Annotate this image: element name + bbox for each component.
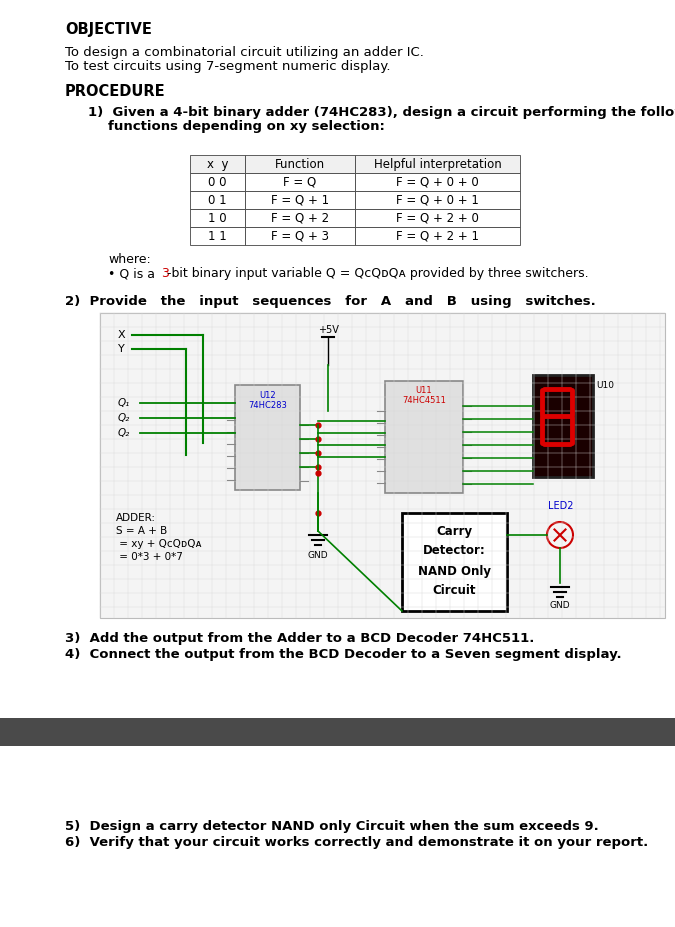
Text: 2)  Provide   the   input   sequences   for   A   and   B   using   switches.: 2) Provide the input sequences for A and… [65,295,596,308]
Text: x  y: x y [207,158,228,171]
Text: 1 1: 1 1 [208,230,227,243]
Bar [355,209,520,227]
Text: F = Q + 2: F = Q + 2 [271,211,329,224]
Text: 4)  Connect the output from the BCD Decoder to a Seven segment display.: 4) Connect the output from the BCD Decod… [65,648,622,661]
Text: NAND Only: NAND Only [418,565,491,578]
Text: F = Q + 0 + 0: F = Q + 0 + 0 [396,175,479,188]
Bar [355,227,520,245]
Bar [190,155,245,173]
Bar [355,173,520,191]
Text: 6)  Verify that your circuit works correctly and demonstrate it on your report.: 6) Verify that your circuit works correc… [65,836,648,849]
Text: Circuit: Circuit [433,585,477,598]
Text: PROCEDURE: PROCEDURE [65,84,165,99]
Text: 74HC4511: 74HC4511 [402,396,446,404]
Bar [245,191,355,209]
Text: F = Q + 1: F = Q + 1 [271,194,329,207]
Text: +5V: +5V [317,325,338,335]
Text: F = Q + 3: F = Q + 3 [271,230,329,243]
Text: LED2: LED2 [548,501,574,511]
Bar [355,191,520,209]
Bar [533,375,593,477]
Text: U10: U10 [596,380,614,389]
Text: -bit binary input variable Q = QᴄQᴅQᴀ provided by three switchers.: -bit binary input variable Q = QᴄQᴅQᴀ pr… [167,267,589,280]
Bar [100,313,665,618]
Text: GND: GND [549,601,570,610]
Bar [245,155,355,173]
Text: S = A + B: S = A + B [116,526,167,536]
Bar [235,385,300,490]
Text: 1 0: 1 0 [208,211,227,224]
Bar [190,173,245,191]
Text: To design a combinatorial circuit utilizing an adder IC.: To design a combinatorial circuit utiliz… [65,46,424,59]
Bar [402,513,507,611]
Text: • Q is a: • Q is a [108,267,159,280]
Bar [0,718,675,746]
Text: 1)  Given a 4-bit binary adder (74HC283), design a circuit performing the follow: 1) Given a 4-bit binary adder (74HC283),… [88,106,675,119]
Text: functions depending on xy selection:: functions depending on xy selection: [108,120,385,133]
Bar [190,209,245,227]
Text: 74HC283: 74HC283 [248,400,287,410]
Text: GND: GND [308,551,328,560]
Text: where:: where: [108,253,151,266]
Text: Y: Y [118,344,125,354]
Text: Detector:: Detector: [423,544,486,557]
Text: 3: 3 [161,267,169,280]
Text: Function: Function [275,158,325,171]
Text: Q₂: Q₂ [118,428,130,438]
Bar [245,209,355,227]
Text: = xy + QᴄQᴅQᴀ: = xy + QᴄQᴅQᴀ [116,539,202,549]
Text: F = Q + 2 + 1: F = Q + 2 + 1 [396,230,479,243]
Bar [385,381,463,493]
Text: 5)  Design a carry detector NAND only Circuit when the sum exceeds 9.: 5) Design a carry detector NAND only Cir… [65,820,599,833]
Text: Q₂: Q₂ [118,413,130,423]
Text: OBJECTIVE: OBJECTIVE [65,22,152,37]
Text: F = Q + 0 + 1: F = Q + 0 + 1 [396,194,479,207]
Text: F = Q + 2 + 0: F = Q + 2 + 0 [396,211,479,224]
Text: U11: U11 [416,386,432,395]
Text: Carry: Carry [437,525,472,538]
Text: To test circuits using 7-segment numeric display.: To test circuits using 7-segment numeric… [65,60,391,73]
Text: 0 0: 0 0 [209,175,227,188]
Text: Helpful interpretation: Helpful interpretation [374,158,502,171]
Text: ADDER:: ADDER: [116,513,156,523]
Bar [190,227,245,245]
Text: X: X [118,330,126,340]
Bar [245,227,355,245]
Text: U12: U12 [259,390,276,400]
Text: 3)  Add the output from the Adder to a BCD Decoder 74HC511.: 3) Add the output from the Adder to a BC… [65,632,535,645]
Text: = 0*3 + 0*7: = 0*3 + 0*7 [116,552,183,562]
Text: F = Q: F = Q [284,175,317,188]
Bar [190,191,245,209]
Bar [245,173,355,191]
Text: 0 1: 0 1 [208,194,227,207]
Bar [355,155,520,173]
Text: Q₁: Q₁ [118,398,130,408]
